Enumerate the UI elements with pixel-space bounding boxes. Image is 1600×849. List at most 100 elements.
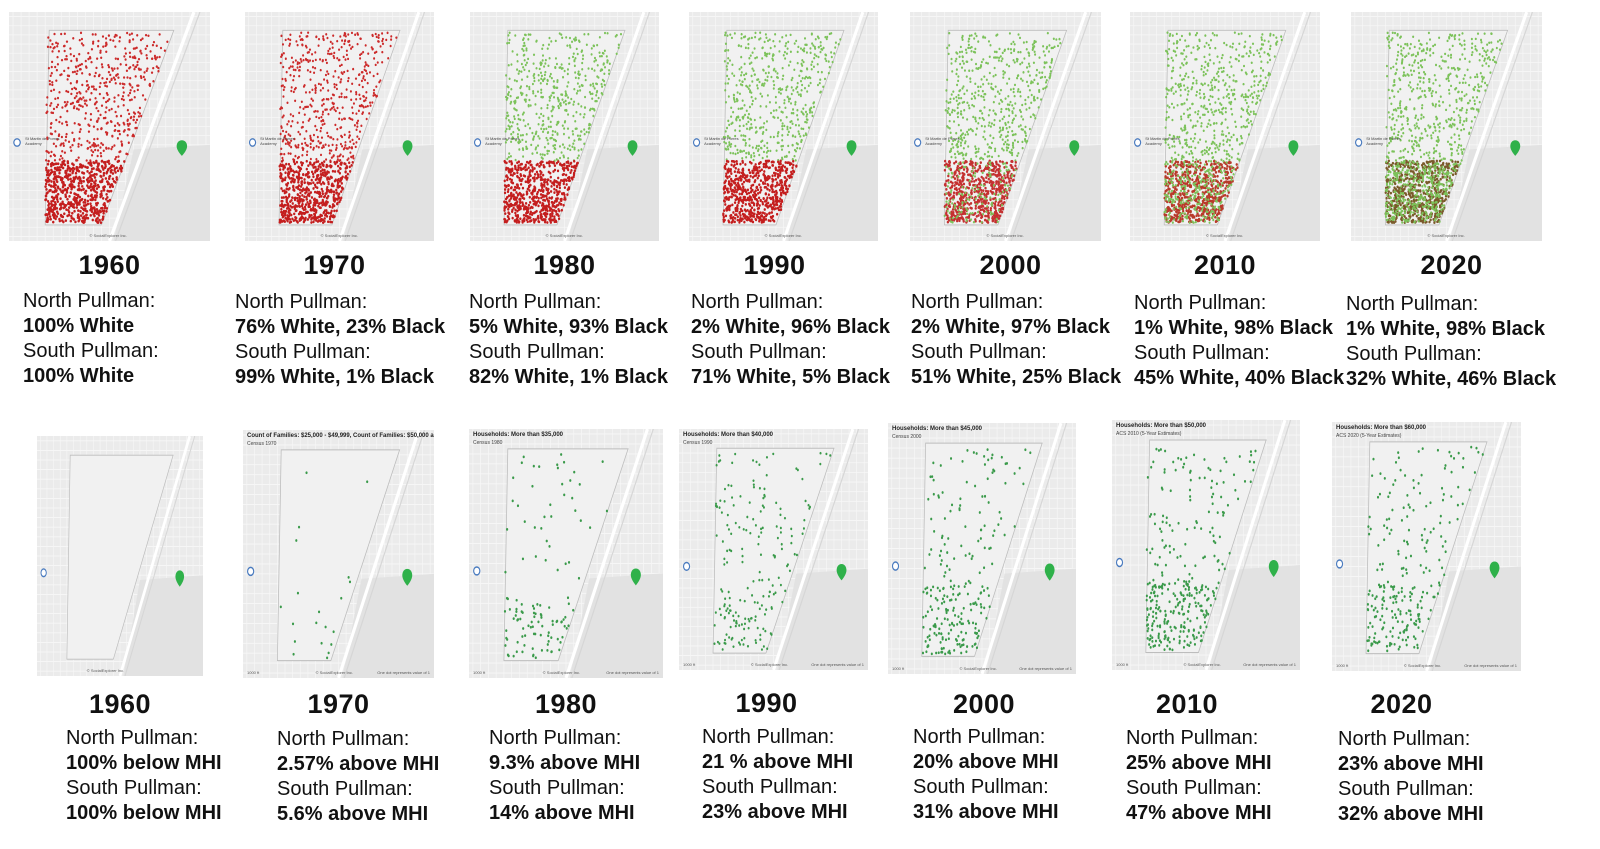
north-value: 1% White, 98% Black [1346,318,1545,340]
school-marker-icon [1355,138,1363,147]
year-label: 2010 [1193,250,1257,280]
map-legend: One dot represents value of 1 [1464,663,1517,668]
school-marker-icon [891,561,900,571]
north-label: North Pullman: [66,727,199,749]
south-label: South Pullman: [702,776,838,798]
location-pin-icon [630,568,641,586]
place-label: St Martin de Porres Academy [704,135,739,146]
map-subtitle: ACS 2020 (5-Year Estimates) [1336,433,1402,439]
map-legend: One dot represents value of 1 [377,670,430,675]
location-pin-icon [846,140,857,156]
south-label: South Pullman: [277,778,413,800]
location-pin-icon [1489,561,1500,579]
north-value: 100% below MHI [66,752,222,774]
year-label: 2010 [1155,689,1219,719]
south-value: 100% below MHI [66,802,222,824]
north-label: North Pullman: [702,726,835,748]
race-caption: North Pullman: 2% White, 96% Black South… [691,290,890,390]
map-credit: © SocialExplorer Inc. [1206,233,1244,238]
map-credit: © SocialExplorer Inc. [764,233,802,238]
map-credit: © SocialExplorer Inc. [750,662,789,667]
scale-bar: 1000 ft [683,662,696,667]
race-caption: North Pullman: 1% White, 98% Black South… [1134,291,1344,391]
school-marker-icon [473,566,481,576]
map-credit: © SocialExplorer Inc. [86,668,125,673]
south-label: South Pullman: [1134,342,1270,364]
south-label: South Pullman: [911,341,1047,363]
south-value: 82% White, 1% Black [469,366,668,388]
north-label: North Pullman: [1134,292,1267,314]
south-value: 14% above MHI [489,802,635,824]
map-credit: © SocialExplorer Inc. [545,233,583,238]
map-legend: One dot represents value of 1 [1019,666,1072,671]
income-caption: North Pullman: 21 % above MHI South Pull… [702,725,853,825]
south-label: South Pullman: [913,776,1049,798]
income-map: © SocialExplorer Inc. [37,436,203,676]
south-value: 31% above MHI [913,801,1059,823]
income-caption: North Pullman: 2.57% above MHI South Pul… [277,727,439,827]
race-caption: North Pullman: 100% White South Pullman:… [23,289,159,389]
race-caption: North Pullman: 1% White, 98% Black South… [1346,292,1556,392]
race-map: © SocialExplorer Inc. St Martin de Porres… [1130,12,1320,241]
school-marker-icon [1115,557,1124,568]
north-label: North Pullman: [235,291,368,313]
location-pin-icon [1288,140,1299,156]
north-label: North Pullman: [913,726,1046,748]
map-credit: © SocialExplorer Inc. [89,233,127,238]
map-title: Count of Families: $25,000 - $49,999, Co… [247,433,434,439]
school-marker-icon [682,561,691,571]
race-map: © SocialExplorer Inc. St Martin de Porres… [689,12,878,241]
map-title: Households: More than $50,000 [1116,423,1207,429]
south-value: 47% above MHI [1126,802,1272,824]
north-value: 2.57% above MHI [277,753,440,775]
south-label: South Pullman: [235,341,371,363]
income-caption: North Pullman: 20% above MHI South Pullm… [913,725,1059,825]
map-legend: One dot represents value of 1 [606,670,659,675]
race-map: © SocialExplorer Inc. St Martin de Porres… [9,12,210,241]
south-label: South Pullman: [66,777,202,799]
race-caption: North Pullman: 2% White, 97% Black South… [911,290,1121,390]
south-value: 32% above MHI [1338,803,1484,825]
place-label: St Martin de Porres Academy [25,135,60,146]
map-legend: One dot represents value of 1 [1243,662,1296,667]
north-label: North Pullman: [277,728,410,750]
north-label: North Pullman: [911,291,1044,313]
map-title: Households: More than $45,000 [892,426,983,432]
north-label: North Pullman: [1126,727,1259,749]
map-credit: © SocialExplorer Inc. [1427,233,1465,238]
scale-bar: 1000 ft [892,666,905,671]
map-credit: © SocialExplorer Inc. [542,670,581,675]
north-label: North Pullman: [489,727,622,749]
south-value: 71% White, 5% Black [691,366,890,388]
map-subtitle: Census 1980 [473,440,503,446]
school-marker-icon [473,138,482,147]
place-label: St Martin de Porres Academy [1145,135,1180,146]
year-label: 1970 [307,689,370,719]
year-label: 2020 [1370,689,1433,719]
south-label: South Pullman: [489,777,625,799]
race-map: © SocialExplorer Inc. St Martin de Porres… [1351,12,1542,241]
location-pin-icon [1268,560,1279,577]
race-caption: North Pullman: 5% White, 93% Black South… [469,290,668,390]
south-value: 32% White, 46% Black [1346,368,1557,390]
location-pin-icon [402,568,413,586]
income-map: Households: More than $35,000 Census 1980… [469,429,663,678]
north-label: North Pullman: [1346,293,1479,315]
south-label: South Pullman: [1338,778,1474,800]
south-label: South Pullman: [691,341,827,363]
north-value: 20% above MHI [913,751,1059,773]
map-subtitle: Census 1970 [247,441,277,447]
place-label: St Martin de Porres Academy [260,135,295,146]
school-marker-icon [692,138,701,147]
income-map: Households: More than $40,000 Census 1990… [679,429,868,670]
scale-bar: 1000 ft [247,670,260,675]
school-marker-icon [248,138,257,147]
north-label: North Pullman: [691,291,824,313]
income-map: Households: More than $60,000 ACS 2020 (5… [1332,422,1521,671]
race-map: © SocialExplorer Inc. St Martin de Porres… [910,12,1101,241]
map-subtitle: ACS 2010 (5-Year Estimates) [1116,431,1182,437]
year-label: 2000 [952,689,1016,719]
south-value: 100% White [23,365,135,387]
north-value: 25% above MHI [1126,752,1272,774]
north-label: North Pullman: [23,290,156,312]
